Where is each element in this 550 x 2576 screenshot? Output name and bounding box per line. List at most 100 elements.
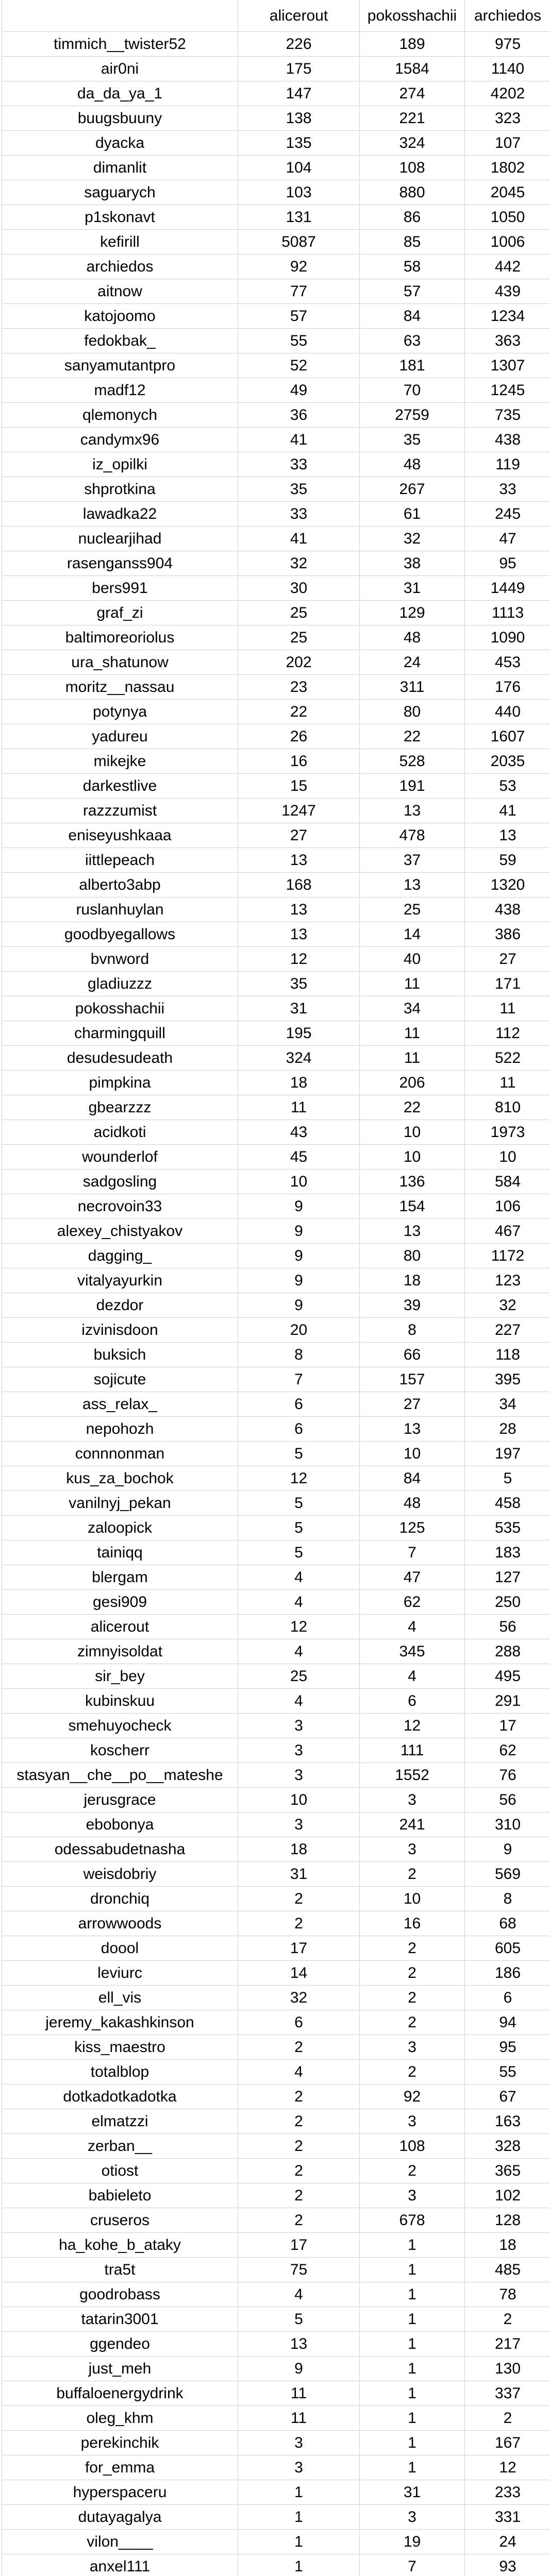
- cell-value[interactable]: 478: [360, 823, 465, 848]
- cell-value[interactable]: 92: [238, 255, 360, 279]
- cell-value[interactable]: 48: [360, 625, 465, 650]
- row-label[interactable]: dyacka: [2, 131, 238, 156]
- row-label[interactable]: katojoomo: [2, 304, 238, 329]
- cell-value[interactable]: 4: [238, 1639, 360, 1664]
- cell-value[interactable]: 57: [238, 304, 360, 329]
- cell-value[interactable]: 86: [360, 205, 465, 230]
- cell-value[interactable]: 4: [238, 1689, 360, 1714]
- cell-value[interactable]: 241: [360, 1812, 465, 1837]
- cell-value[interactable]: 33: [238, 452, 360, 477]
- cell-value[interactable]: 76: [465, 1763, 550, 1788]
- cell-value[interactable]: 195: [238, 1021, 360, 1046]
- cell-value[interactable]: 3: [360, 2035, 465, 2060]
- cell-value[interactable]: 33: [465, 477, 550, 502]
- cell-value[interactable]: 85: [360, 230, 465, 255]
- row-label[interactable]: charmingquill: [2, 1021, 238, 1046]
- cell-value[interactable]: 56: [465, 1615, 550, 1639]
- cell-value[interactable]: 7: [360, 2554, 465, 2576]
- cell-value[interactable]: 10: [465, 1145, 550, 1170]
- row-label[interactable]: dotkadotkadotka: [2, 2084, 238, 2109]
- cell-value[interactable]: 67: [465, 2084, 550, 2109]
- cell-value[interactable]: 28: [465, 1417, 550, 1442]
- cell-value[interactable]: 20: [238, 1318, 360, 1343]
- cell-value[interactable]: 38: [360, 551, 465, 576]
- cell-value[interactable]: 245: [465, 502, 550, 527]
- cell-value[interactable]: 1: [360, 2332, 465, 2357]
- row-label[interactable]: anxel111: [2, 2554, 238, 2576]
- cell-value[interactable]: 84: [360, 304, 465, 329]
- cell-value[interactable]: 118: [465, 1343, 550, 1367]
- cell-value[interactable]: 2: [238, 2084, 360, 2109]
- cell-value[interactable]: 1113: [465, 601, 550, 625]
- cell-value[interactable]: 584: [465, 1170, 550, 1194]
- cell-value[interactable]: 41: [238, 428, 360, 452]
- cell-value[interactable]: 2: [360, 1936, 465, 1961]
- cell-value[interactable]: 438: [465, 428, 550, 452]
- row-label[interactable]: shprotkina: [2, 477, 238, 502]
- row-label[interactable]: nepohozh: [2, 1417, 238, 1442]
- cell-value[interactable]: 128: [465, 2208, 550, 2233]
- cell-value[interactable]: 11: [360, 972, 465, 996]
- cell-value[interactable]: 68: [465, 1911, 550, 1936]
- cell-value[interactable]: 2: [238, 2208, 360, 2233]
- row-label[interactable]: necrovoin33: [2, 1194, 238, 1219]
- cell-value[interactable]: 27: [238, 823, 360, 848]
- cell-value[interactable]: 1: [360, 2431, 465, 2455]
- cell-value[interactable]: 1: [360, 2307, 465, 2332]
- cell-value[interactable]: 32: [238, 1986, 360, 2010]
- cell-value[interactable]: 3: [238, 2455, 360, 2480]
- cell-value[interactable]: 1006: [465, 230, 550, 255]
- row-label[interactable]: qlemonych: [2, 403, 238, 428]
- row-label[interactable]: cruseros: [2, 2208, 238, 2233]
- row-label[interactable]: eniseyushkaaa: [2, 823, 238, 848]
- cell-value[interactable]: 17: [238, 2233, 360, 2258]
- cell-value[interactable]: 22: [360, 724, 465, 749]
- cell-value[interactable]: 311: [360, 675, 465, 700]
- cell-value[interactable]: 522: [465, 1046, 550, 1071]
- cell-value[interactable]: 31: [238, 996, 360, 1021]
- cell-value[interactable]: 84: [360, 1466, 465, 1491]
- column-header-alicerout[interactable]: alicerout: [238, 0, 360, 32]
- cell-value[interactable]: 48: [360, 1491, 465, 1516]
- row-label[interactable]: pokosshachii: [2, 996, 238, 1021]
- cell-value[interactable]: 123: [465, 1268, 550, 1293]
- cell-value[interactable]: 1: [360, 2455, 465, 2480]
- cell-value[interactable]: 66: [360, 1343, 465, 1367]
- cell-value[interactable]: 458: [465, 1491, 550, 1516]
- cell-value[interactable]: 131: [238, 205, 360, 230]
- cell-value[interactable]: 2: [360, 2159, 465, 2183]
- cell-value[interactable]: 438: [465, 897, 550, 922]
- cell-value[interactable]: 47: [360, 1565, 465, 1590]
- row-label[interactable]: buksich: [2, 1343, 238, 1367]
- cell-value[interactable]: 4: [360, 1664, 465, 1689]
- cell-value[interactable]: 217: [465, 2332, 550, 2357]
- row-label[interactable]: da_da_ya_1: [2, 81, 238, 106]
- cell-value[interactable]: 1050: [465, 205, 550, 230]
- cell-value[interactable]: 1090: [465, 625, 550, 650]
- cell-value[interactable]: 127: [465, 1565, 550, 1590]
- cell-value[interactable]: 2: [360, 1961, 465, 1986]
- cell-value[interactable]: 1: [360, 2258, 465, 2282]
- cell-value[interactable]: 163: [465, 2109, 550, 2134]
- cell-value[interactable]: 274: [360, 81, 465, 106]
- cell-value[interactable]: 13: [360, 1219, 465, 1244]
- cell-value[interactable]: 23: [238, 675, 360, 700]
- cell-value[interactable]: 57: [360, 279, 465, 304]
- cell-value[interactable]: 18: [238, 1837, 360, 1862]
- row-label[interactable]: fedokbak_: [2, 329, 238, 353]
- row-label[interactable]: odessabudetnasha: [2, 1837, 238, 1862]
- cell-value[interactable]: 181: [360, 353, 465, 378]
- row-label[interactable]: gbearzzz: [2, 1095, 238, 1120]
- cell-value[interactable]: 12: [360, 1714, 465, 1738]
- row-label[interactable]: moritz__nassau: [2, 675, 238, 700]
- cell-value[interactable]: 328: [465, 2134, 550, 2159]
- cell-value[interactable]: 3: [238, 2431, 360, 2455]
- row-label[interactable]: kus_za_bochok: [2, 1466, 238, 1491]
- cell-value[interactable]: 80: [360, 1244, 465, 1268]
- cell-value[interactable]: 395: [465, 1367, 550, 1392]
- row-label[interactable]: potynya: [2, 700, 238, 724]
- cell-value[interactable]: 5: [238, 1516, 360, 1540]
- row-label[interactable]: p1skonavt: [2, 205, 238, 230]
- cell-value[interactable]: 2: [238, 2183, 360, 2208]
- cell-value[interactable]: 2759: [360, 403, 465, 428]
